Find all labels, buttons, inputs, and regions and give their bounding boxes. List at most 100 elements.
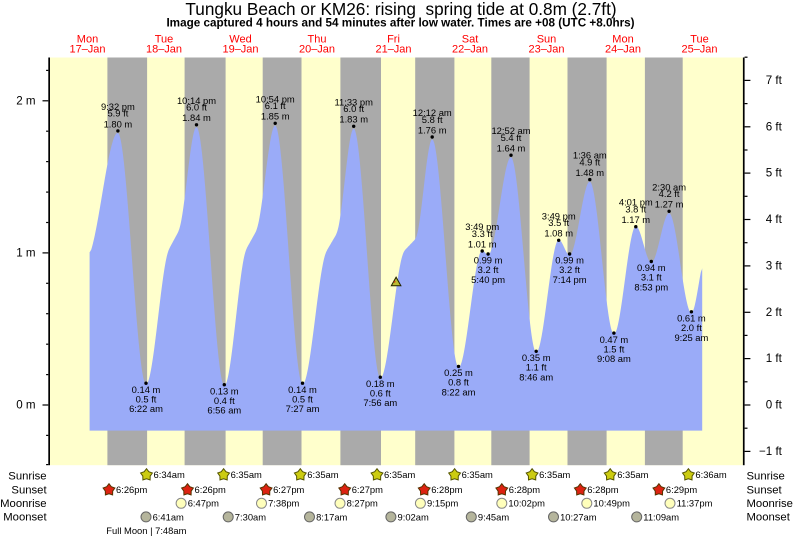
svg-text:6.0 ft: 6.0 ft [186,102,207,113]
svg-text:1.83 m: 1.83 m [339,114,368,125]
svg-text:6:27pm: 6:27pm [273,484,304,495]
svg-text:0 m: 0 m [16,399,35,412]
svg-text:7:30am: 7:30am [235,511,266,522]
svg-text:7 ft: 7 ft [766,74,783,87]
svg-text:5.4 ft: 5.4 ft [501,132,522,143]
svg-text:Mon: Mon [612,33,633,45]
svg-text:9:45am: 9:45am [478,511,509,522]
svg-text:Moonrise: Moonrise [0,498,46,510]
svg-text:0.14 m: 0.14 m [288,384,317,395]
svg-text:1.48 m: 1.48 m [575,167,604,178]
svg-text:7:27 am: 7:27 am [286,403,320,414]
svg-text:19–Jan: 19–Jan [222,43,258,55]
svg-text:6:22 am: 6:22 am [129,403,163,414]
svg-text:3 ft: 3 ft [766,260,783,273]
svg-text:6:28pm: 6:28pm [509,484,540,495]
svg-text:Moonrise: Moonrise [747,498,793,510]
svg-text:Moonset: Moonset [747,511,791,523]
svg-text:7:14 pm: 7:14 pm [553,274,587,285]
svg-text:6:35am: 6:35am [384,469,415,480]
svg-text:11:09am: 11:09am [643,511,679,522]
svg-text:23–Jan: 23–Jan [528,43,564,55]
svg-text:6 ft: 6 ft [766,120,783,133]
svg-text:2.0 ft: 2.0 ft [681,322,702,333]
svg-text:0.14 m: 0.14 m [132,384,161,395]
svg-text:1.84 m: 1.84 m [182,112,211,123]
svg-text:4.2 ft: 4.2 ft [659,188,680,199]
svg-text:8:17am: 8:17am [316,511,347,522]
svg-text:3:49 pm: 3:49 pm [542,210,576,221]
svg-text:1.27 m: 1.27 m [655,199,684,210]
svg-text:1 ft: 1 ft [766,352,783,365]
svg-text:4:01 pm: 4:01 pm [619,197,653,208]
svg-text:24–Jan: 24–Jan [605,43,641,55]
svg-text:0.4 ft: 0.4 ft [214,395,235,406]
svg-text:6.0 ft: 6.0 ft [343,103,364,114]
svg-text:21–Jan: 21–Jan [375,43,411,55]
svg-text:12:12 am: 12:12 am [413,107,452,118]
svg-text:Image captured 4 hours and 54: Image captured 4 hours and 54 minutes af… [166,17,634,30]
svg-text:5.9 ft: 5.9 ft [107,108,128,119]
svg-text:8:46 am: 8:46 am [519,371,553,382]
svg-text:3.2 ft: 3.2 ft [559,264,580,275]
svg-text:1 m: 1 m [16,246,35,259]
svg-text:9:25 am: 9:25 am [674,332,708,343]
svg-text:0.8 ft: 0.8 ft [448,377,469,388]
svg-text:0.18 m: 0.18 m [366,378,395,389]
svg-text:12:52 am: 12:52 am [491,125,530,136]
svg-text:6:35am: 6:35am [462,469,493,480]
svg-text:Wed: Wed [229,33,251,45]
svg-text:6:29pm: 6:29pm [666,484,697,495]
svg-text:8:22 am: 8:22 am [442,386,476,397]
svg-text:2 m: 2 m [16,94,35,107]
svg-text:0.99 m: 0.99 m [474,255,503,266]
svg-text:6:34am: 6:34am [154,469,185,480]
svg-text:Tue: Tue [690,33,709,45]
svg-text:0.61 m: 0.61 m [677,313,706,324]
svg-text:5 ft: 5 ft [766,167,783,180]
svg-text:Fri: Fri [387,33,400,45]
svg-text:0.13 m: 0.13 m [210,385,239,396]
svg-text:4.9 ft: 4.9 ft [579,156,600,167]
svg-text:Mon: Mon [77,33,98,45]
svg-text:6:35am: 6:35am [617,469,648,480]
svg-text:0.35 m: 0.35 m [522,352,551,363]
svg-text:8:27pm: 8:27pm [347,498,378,509]
svg-text:6:35am: 6:35am [307,469,338,480]
svg-text:1.76 m: 1.76 m [418,124,447,135]
svg-text:0.47 m: 0.47 m [600,334,629,345]
svg-text:25–Jan: 25–Jan [681,43,717,55]
svg-text:1.80 m: 1.80 m [104,118,133,129]
svg-text:1.08 m: 1.08 m [544,228,573,239]
svg-text:9:02am: 9:02am [398,511,429,522]
svg-text:8:53 pm: 8:53 pm [634,282,668,293]
svg-text:10:27am: 10:27am [560,511,597,522]
svg-text:4 ft: 4 ft [766,213,783,226]
svg-text:1.1 ft: 1.1 ft [526,362,547,373]
svg-text:6:26pm: 6:26pm [195,484,226,495]
svg-text:0.94 m: 0.94 m [637,262,666,273]
svg-text:Tue: Tue [155,33,174,45]
svg-text:5:40 pm: 5:40 pm [471,274,505,285]
svg-text:11:37pm: 11:37pm [677,498,713,509]
svg-text:3.1 ft: 3.1 ft [641,272,662,283]
svg-text:0.6 ft: 0.6 ft [370,387,391,398]
svg-text:6:41am: 6:41am [153,511,184,522]
svg-text:2:30 am: 2:30 am [652,181,686,192]
svg-text:Sunrise: Sunrise [747,471,785,483]
svg-text:10:54 pm: 10:54 pm [256,93,295,104]
svg-text:3.8 ft: 3.8 ft [625,204,646,215]
svg-text:0 ft: 0 ft [766,399,783,412]
svg-text:0.5 ft: 0.5 ft [136,393,157,404]
svg-text:22–Jan: 22–Jan [452,43,488,55]
svg-text:1.01 m: 1.01 m [468,238,497,249]
svg-text:Sat: Sat [462,33,479,45]
svg-text:10:14 pm: 10:14 pm [177,95,216,106]
svg-text:1.85 m: 1.85 m [261,111,290,122]
svg-text:10:02pm: 10:02pm [508,498,545,509]
svg-text:1.5 ft: 1.5 ft [603,343,624,354]
svg-text:6:35am: 6:35am [539,469,570,480]
svg-text:5.8 ft: 5.8 ft [422,114,443,125]
svg-text:Thu: Thu [308,33,327,45]
svg-text:9:15pm: 9:15pm [427,498,458,509]
